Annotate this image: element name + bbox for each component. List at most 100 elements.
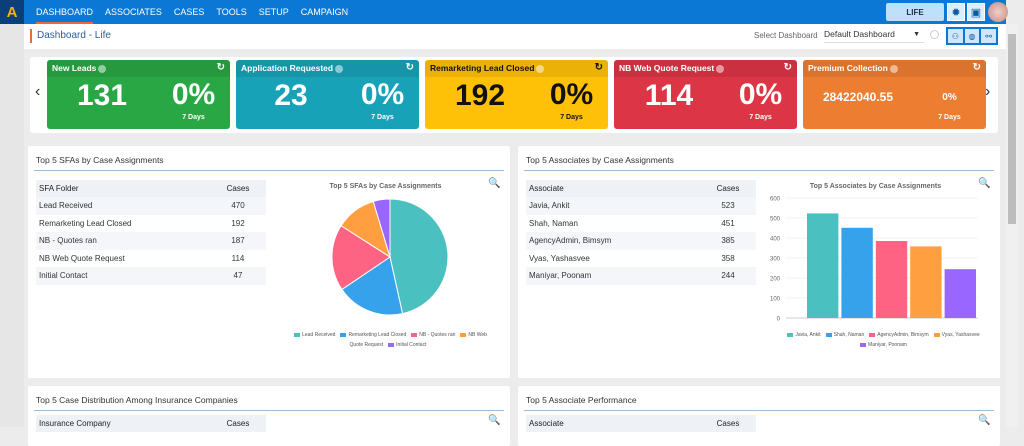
- nav-dashboard[interactable]: DASHBOARD: [36, 0, 94, 24]
- legend-label: NB - Quotes ran: [419, 332, 456, 338]
- legend-item[interactable]: Initial Contact: [383, 342, 426, 348]
- divider: [524, 170, 994, 171]
- nav-cases[interactable]: CASES: [173, 7, 205, 17]
- table-row[interactable]: Remarketing Lead Closed 192: [36, 215, 266, 233]
- bar[interactable]: [910, 246, 942, 318]
- row-cases: 47: [210, 267, 266, 285]
- refresh-icon[interactable]: ↻: [594, 62, 603, 73]
- refresh-icon[interactable]: ↻: [216, 62, 225, 73]
- table-row[interactable]: Initial Contact 47: [36, 267, 266, 285]
- clipboard-icon[interactable]: ▣: [967, 3, 985, 21]
- help-icon[interactable]: [98, 64, 107, 73]
- table-row[interactable]: Javia, Ankit 523: [526, 197, 756, 215]
- insurance-table: Insurance Company Cases: [36, 415, 266, 432]
- legend-item[interactable]: Shah, Naman: [821, 332, 864, 338]
- refresh-icon[interactable]: ↻: [783, 62, 792, 73]
- stat-tile[interactable]: Remarketing Lead Closed ↻ 192 0% 7 Days: [425, 60, 608, 129]
- pie-legend: Lead Received Remarketing Lead Closed NB -…: [288, 330, 488, 350]
- help-icon[interactable]: [889, 64, 898, 73]
- help-icon[interactable]: [536, 64, 545, 73]
- zoom-in-icon[interactable]: 🔍: [488, 178, 501, 189]
- tile-value: 192: [454, 79, 506, 112]
- nav-tools[interactable]: TOOLS: [216, 7, 247, 17]
- refresh-icon[interactable]: ↻: [972, 62, 981, 73]
- stat-tile[interactable]: New Leads ↻ 131 0% 7 Days: [47, 60, 230, 129]
- performance-panel: Top 5 Associate Performance Associate Cas…: [518, 386, 1000, 446]
- table-row[interactable]: NB - Quotes ran 187: [36, 232, 266, 250]
- pie-slice[interactable]: [341, 256, 404, 316]
- nav-setup[interactable]: SETUP: [258, 7, 289, 17]
- stat-tile[interactable]: Premium Collection ↻ 28422040.55 0% 7 Day…: [803, 60, 986, 129]
- pie-slice[interactable]: [331, 225, 391, 291]
- y-tick-label: 500: [770, 217, 781, 223]
- legend-item[interactable]: Javia, Ankit: [782, 332, 821, 338]
- table-header: SFA Folder Cases: [36, 180, 266, 197]
- pie-slice[interactable]: [389, 198, 449, 315]
- table-row[interactable]: AgencyAdmin, Bimsym 385: [526, 232, 756, 250]
- column-header: Associate: [526, 415, 700, 432]
- link-icon[interactable]: ⚯: [981, 29, 997, 43]
- life-button[interactable]: LIFE: [886, 3, 944, 21]
- y-tick-label: 300: [770, 257, 781, 263]
- sidebar: [0, 24, 24, 427]
- pie-slice[interactable]: [372, 198, 391, 258]
- help-icon[interactable]: [335, 64, 344, 73]
- refresh-icon[interactable]: ↻: [405, 62, 414, 73]
- zoom-in-icon[interactable]: 🔍: [978, 178, 991, 189]
- table-row[interactable]: Vyas, Yashasvee 358: [526, 250, 756, 268]
- dashboard-select[interactable]: Default Dashboard ▼: [824, 29, 924, 43]
- app-logo[interactable]: A: [0, 0, 24, 24]
- nav-campaign[interactable]: CAMPAIGN: [300, 7, 349, 17]
- stat-tile[interactable]: NB Web Quote Request ↻ 114 0% 7 Days: [614, 60, 797, 129]
- tile-header: Remarketing Lead Closed ↻: [425, 60, 608, 77]
- tile-header: Application Requested ↻: [236, 60, 419, 77]
- avatar[interactable]: [988, 2, 1008, 22]
- caret-down-icon: ▼: [913, 31, 920, 38]
- people-icon[interactable]: ⚇: [948, 29, 963, 43]
- legend-item[interactable]: Vyas, Yashasvee: [929, 332, 980, 338]
- table-row[interactable]: Maniyar, Poonam 244: [526, 267, 756, 285]
- tile-percent: 0%: [738, 78, 783, 111]
- divider: [524, 410, 994, 411]
- table-row[interactable]: Lead Received 470: [36, 197, 266, 215]
- bar[interactable]: [807, 213, 839, 318]
- table-row[interactable]: Shah, Naman 451: [526, 215, 756, 233]
- table-header: Insurance Company Cases: [36, 415, 266, 432]
- sfa-table: SFA Folder Cases Lead Received 470 Remarketi…: [36, 180, 266, 285]
- next-arrow-icon[interactable]: ›: [985, 83, 991, 100]
- scrollbar[interactable]: [1006, 24, 1018, 427]
- legend-item[interactable]: Maniyar, Poonam: [855, 342, 907, 348]
- bar[interactable]: [875, 241, 908, 318]
- help-icon[interactable]: [930, 30, 939, 39]
- tile-title: Premium Collection: [808, 63, 888, 73]
- y-tick-label: 0: [777, 317, 781, 323]
- help-icon[interactable]: [716, 64, 725, 73]
- nav-associates[interactable]: ASSOCIATES: [105, 7, 162, 17]
- legend-item[interactable]: AgencyAdmin, Bimsym: [864, 332, 929, 338]
- performance-table: Associate Cases: [526, 415, 756, 432]
- stat-tile[interactable]: Application Requested ↻ 23 0% 7 Days: [236, 60, 419, 129]
- bar[interactable]: [944, 269, 976, 318]
- zoom-in-icon[interactable]: 🔍: [488, 415, 501, 426]
- legend-swatch: [460, 332, 467, 337]
- row-cases: 451: [721, 218, 735, 228]
- tile-percent: 0%: [549, 78, 594, 111]
- globe-icon[interactable]: ◍: [964, 29, 980, 43]
- chart-title: Top 5 Associates by Case Assignments: [809, 183, 942, 190]
- zoom-in-icon[interactable]: 🔍: [978, 415, 991, 426]
- settings-sun-icon[interactable]: ✹: [947, 3, 965, 21]
- legend-item[interactable]: NB - Quotes ran: [406, 332, 455, 338]
- legend-item[interactable]: Lead Received: [289, 332, 335, 338]
- legend-item[interactable]: Remarketing Lead Closed: [335, 332, 406, 338]
- row-cases: 244: [700, 267, 756, 285]
- bar[interactable]: [841, 227, 873, 318]
- legend-item[interactable]: NB Web Quote Request: [350, 332, 487, 348]
- prev-arrow-icon[interactable]: ‹: [35, 83, 41, 100]
- tile-value: 114: [644, 79, 694, 112]
- scrollbar-thumb[interactable]: [1008, 34, 1016, 224]
- table-row[interactable]: NB Web Quote Request 114: [36, 250, 266, 268]
- row-cases: 187: [210, 232, 266, 250]
- divider: [34, 170, 504, 171]
- legend-label: Lead Received: [302, 332, 336, 338]
- column-header: Associate: [526, 180, 700, 197]
